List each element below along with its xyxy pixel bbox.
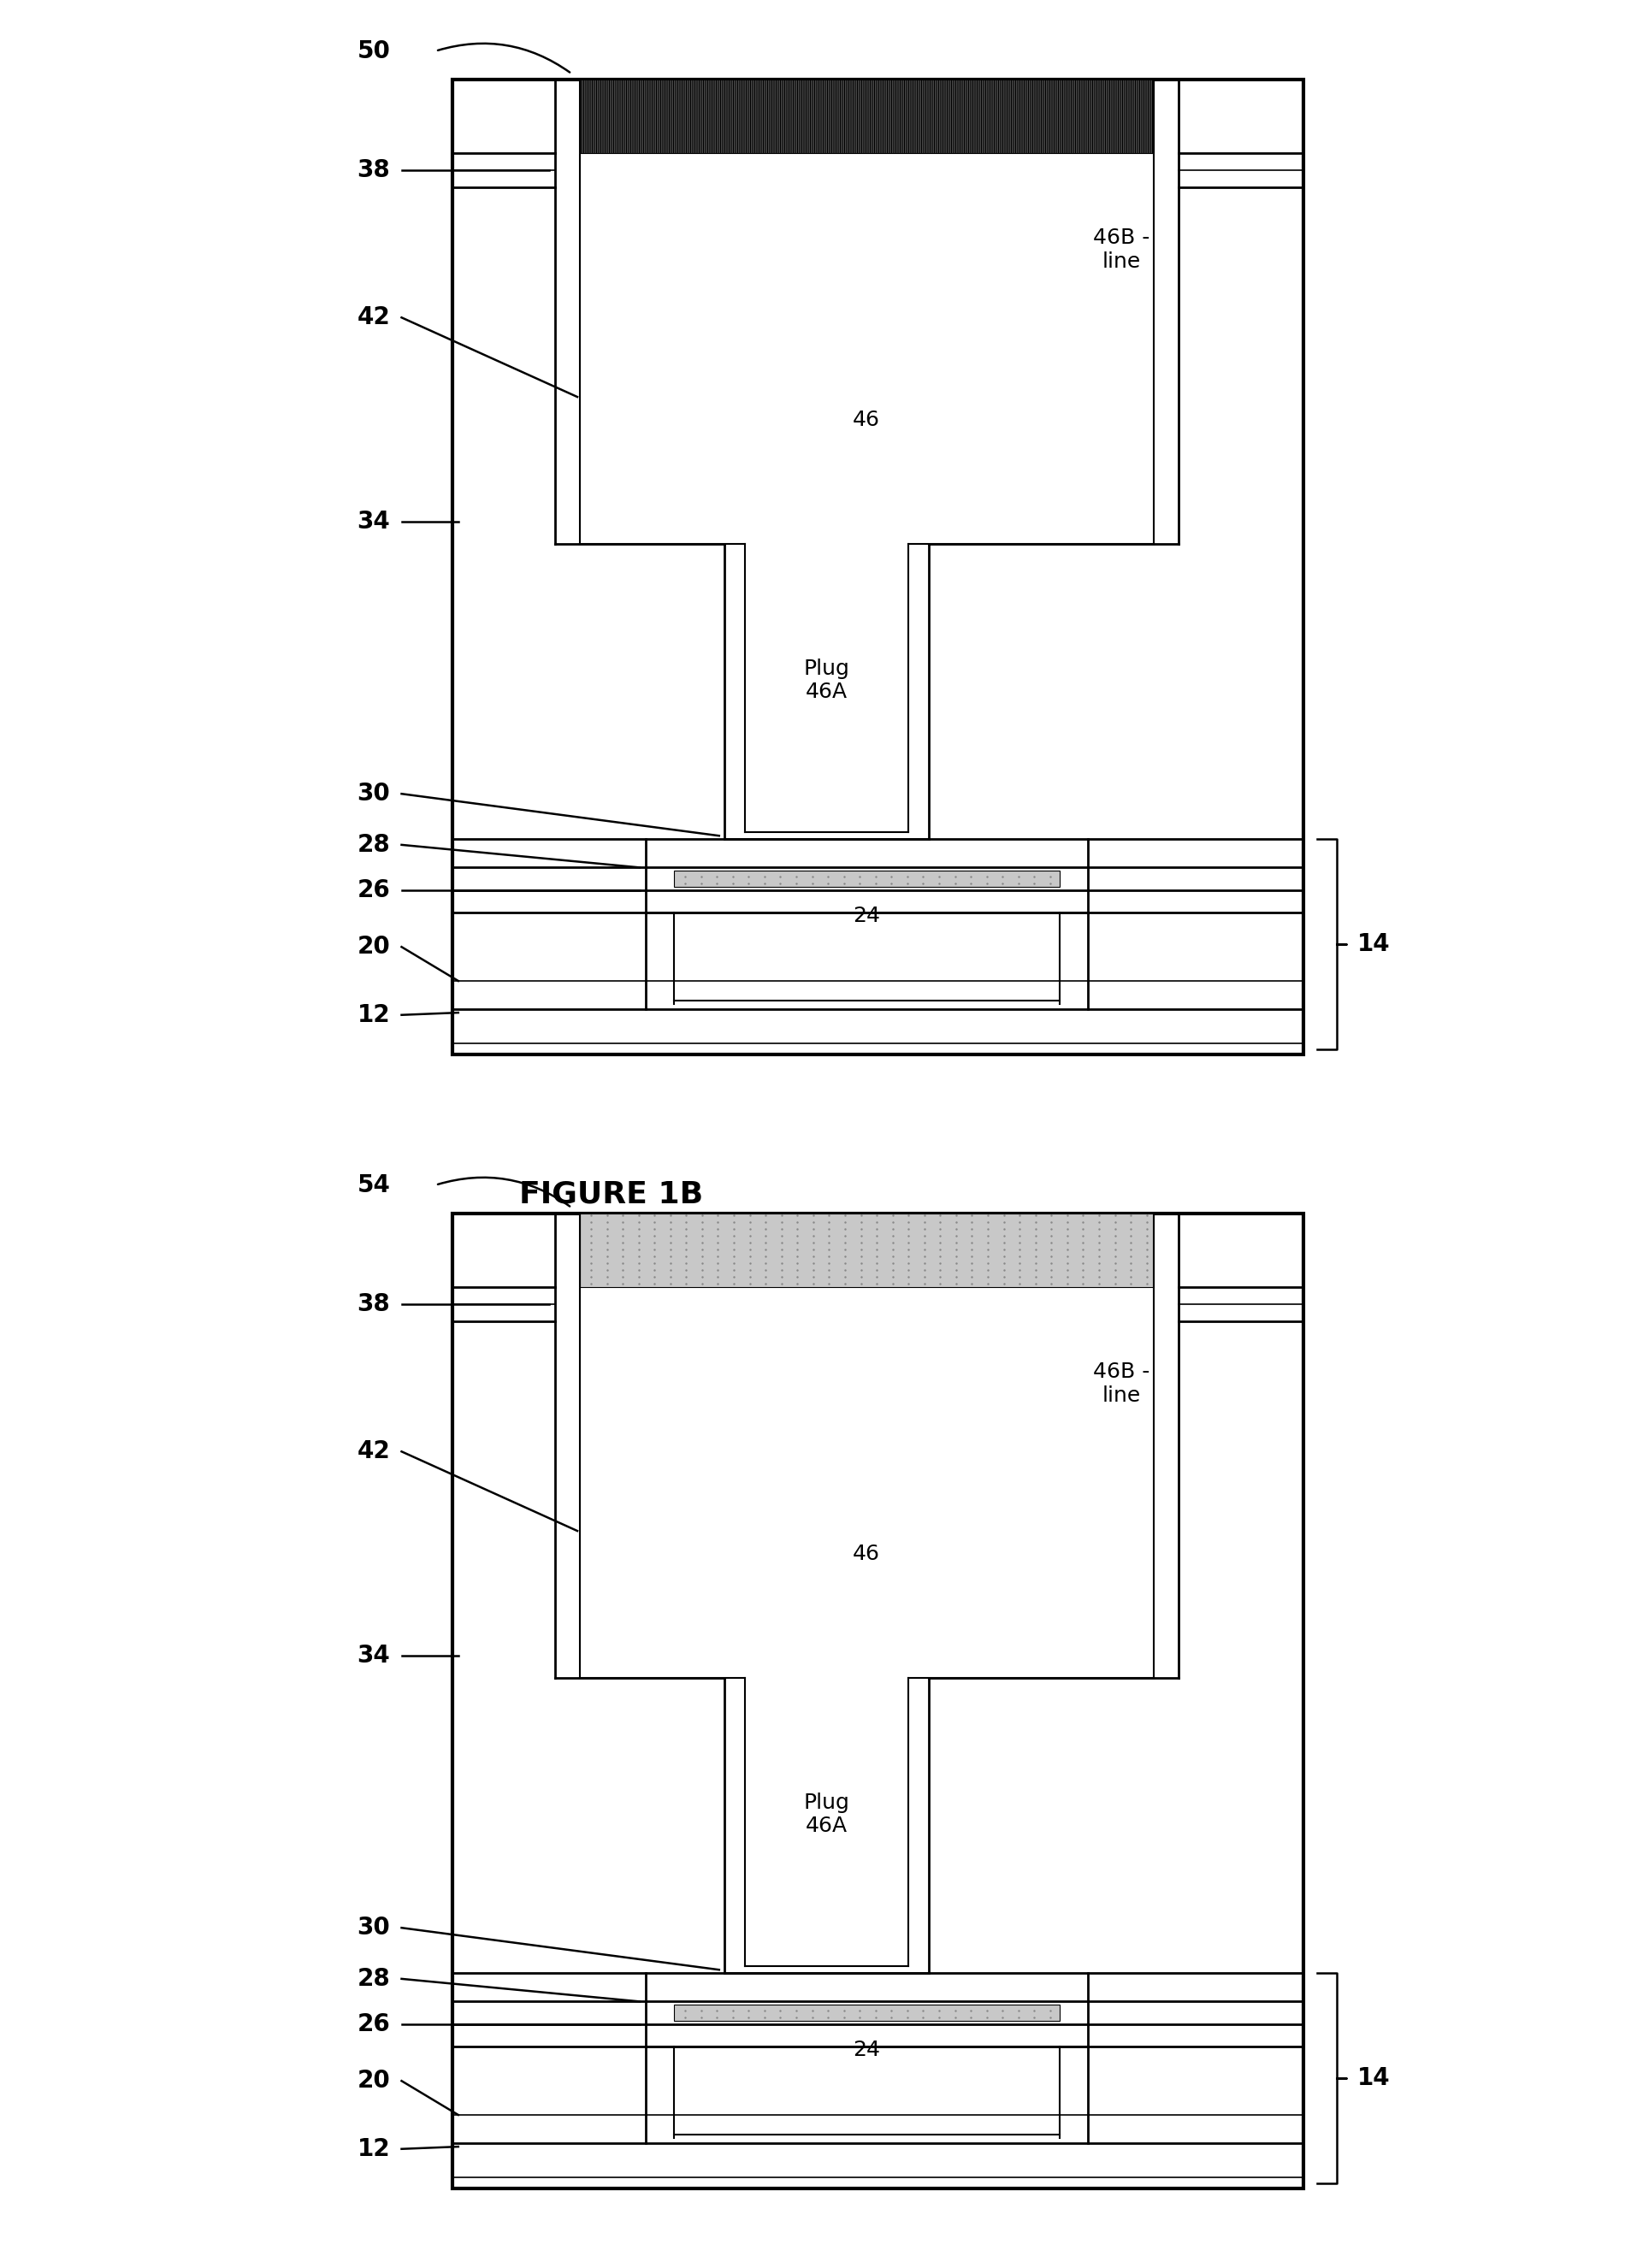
Text: 12: 12 [357, 1002, 390, 1027]
Text: Plug
46A: Plug 46A [804, 658, 850, 703]
Text: 54: 54 [357, 1173, 390, 1198]
Bar [674, 2005, 1059, 2021]
Text: 46B -
line: 46B - line [1093, 227, 1150, 272]
Bar [579, 1213, 1153, 1288]
Text: 28: 28 [357, 1966, 390, 1991]
Text: 34: 34 [357, 510, 390, 533]
Bar [674, 2005, 1059, 2021]
Text: 26: 26 [357, 878, 390, 903]
Text: 28: 28 [357, 832, 390, 857]
Text: 20: 20 [357, 2068, 390, 2093]
Text: 46: 46 [853, 1542, 881, 1565]
Text: 20: 20 [357, 934, 390, 959]
Text: 30: 30 [357, 1916, 390, 1939]
Text: 24: 24 [853, 905, 881, 925]
Text: 38: 38 [357, 1293, 390, 1315]
Text: 38: 38 [357, 159, 390, 181]
Bar [579, 1213, 1153, 1288]
Bar [452, 79, 1303, 1055]
Text: 14: 14 [1357, 2066, 1391, 2091]
Bar [579, 79, 1153, 154]
Text: 46: 46 [853, 408, 881, 431]
Text: 24: 24 [853, 2039, 881, 2059]
Text: FIGURE 1B: FIGURE 1B [519, 1179, 703, 1209]
Bar [452, 1213, 1303, 2189]
Text: 30: 30 [357, 782, 390, 805]
Text: 34: 34 [357, 1644, 390, 1667]
Text: 42: 42 [357, 306, 390, 329]
Text: 12: 12 [357, 2136, 390, 2161]
Text: 42: 42 [357, 1440, 390, 1463]
Text: 14: 14 [1357, 932, 1391, 957]
Bar [674, 871, 1059, 887]
Text: 46B -
line: 46B - line [1093, 1361, 1150, 1406]
Text: Plug
46A: Plug 46A [804, 1792, 850, 1837]
Bar [674, 871, 1059, 887]
Text: 26: 26 [357, 2012, 390, 2037]
Bar [579, 79, 1153, 154]
Text: 50: 50 [357, 39, 390, 64]
